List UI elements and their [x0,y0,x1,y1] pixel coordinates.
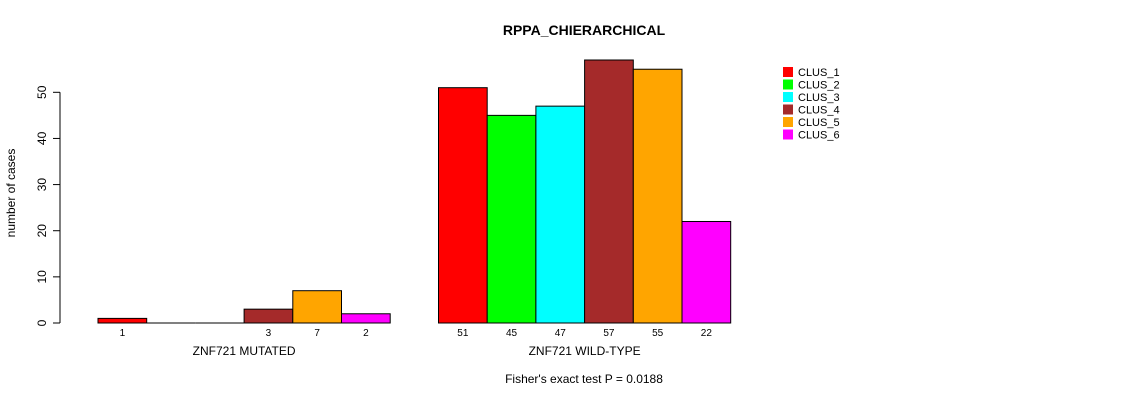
bar-clus-4-group-1 [243,308,294,324]
legend-swatch [783,104,793,115]
bar-count-label: 57 [603,328,615,339]
bar-clus-6-group-1 [341,313,391,324]
y-tick-label: 10 [35,270,49,284]
y-axis: 0 10 20 30 40 50 [35,85,61,326]
legend-label: CLUS_4 [798,105,840,117]
count-labels: 1 3 7 2 51 45 47 57 55 22 [120,328,713,339]
bar-clus-4-group-2 [584,59,634,324]
y-tick-label: 0 [35,319,49,326]
bar-clus-6-group-2 [681,220,732,324]
bar-count-label: 51 [457,328,469,339]
legend-label: CLUS_5 [798,117,840,129]
legend-swatch [783,129,793,140]
y-axis-label: number of cases [4,149,18,238]
bar-clus-5-group-2 [632,68,683,324]
group-label: ZNF721 MUTATED [193,344,296,358]
y-tick-label: 30 [35,178,49,192]
bar-clus-5-group-1 [292,290,342,324]
legend-label: CLUS_3 [798,92,840,104]
legend-label: CLUS_1 [798,67,840,79]
legend-label: CLUS_6 [798,130,840,142]
bar-count-label: 45 [506,328,518,339]
bars [97,59,732,324]
y-tick-label: 20 [35,224,49,238]
y-tick-label: 50 [35,85,49,99]
bar-count-label: 2 [363,328,369,339]
legend-swatch [783,79,793,90]
group-label: ZNF721 WILD-TYPE [529,344,641,358]
legend-swatch [783,117,793,127]
bar-count-label: 1 [120,328,126,339]
fisher-test-annotation: Fisher's exact test P = 0.0188 [505,372,663,386]
bar-count-label: 3 [266,328,272,339]
bar-count-label: 22 [701,328,713,339]
bar-clus-3-group-2 [535,105,586,324]
legend-label: CLUS_2 [798,80,840,92]
bar-clus-1-group-1 [97,317,148,324]
bar-count-label: 7 [314,328,320,339]
bar-clus-1-group-2 [438,87,488,324]
group-labels: ZNF721 MUTATED ZNF721 WILD-TYPE [193,344,641,358]
bar-count-label: 47 [555,328,567,339]
y-tick-label: 40 [35,131,49,145]
chart-title: RPPA_CHIERARCHICAL [503,22,666,38]
bar-clus-2-group-2 [486,114,537,324]
legend-swatch [783,67,793,77]
bar-count-label: 55 [652,328,664,339]
legend-swatch [783,92,793,102]
